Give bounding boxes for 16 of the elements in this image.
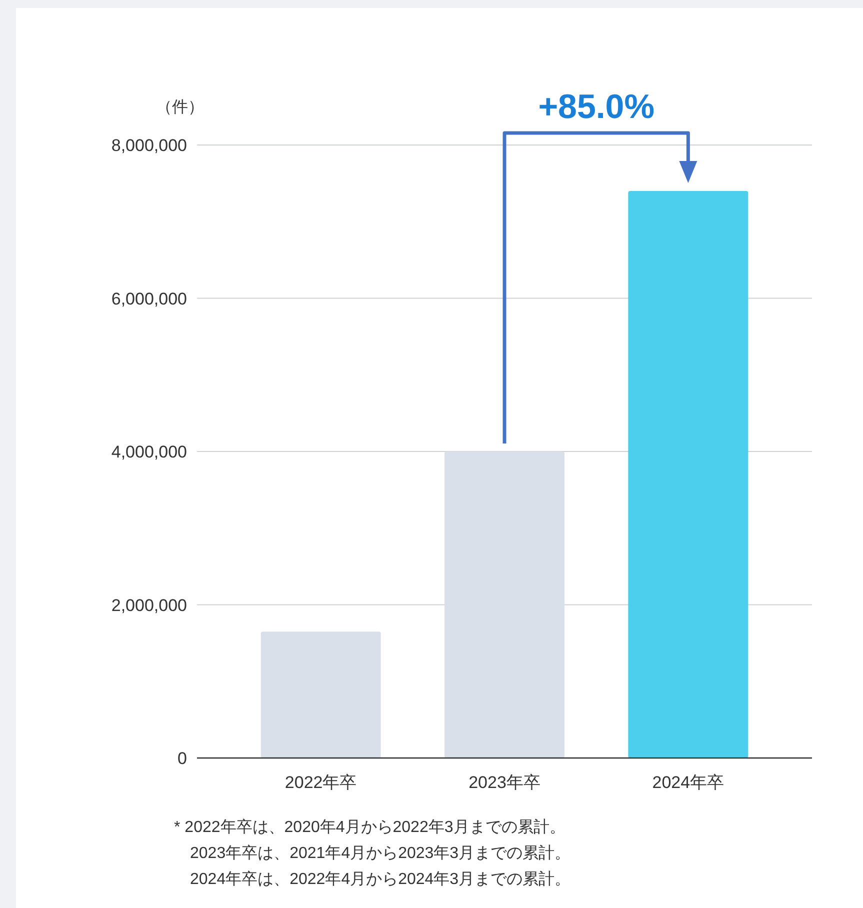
y-tick-label: 4,000,000 <box>111 442 187 462</box>
bar <box>444 452 564 758</box>
bar <box>628 190 748 758</box>
text: 2023年卒は、2021年4月から2023年3月までの累計。 <box>190 844 571 862</box>
y-tick-label: 2,000,000 <box>111 596 187 615</box>
x-tick-label: 2022年卒 <box>284 773 357 792</box>
x-tick-label: 2024年卒 <box>652 773 724 792</box>
text: * 2022年卒は、2020年4月から2022年3月までの累計。 <box>174 818 566 836</box>
y-tick-label: 0 <box>178 749 187 768</box>
text: +85.0% <box>538 88 654 126</box>
y-tick-label: 6,000,000 <box>111 289 187 308</box>
text: 2024年卒は、2022年4月から2024年3月までの累計。 <box>190 870 571 888</box>
bar <box>260 632 381 758</box>
x-tick-label: 2023年卒 <box>468 773 540 792</box>
y-axis-title: （件） <box>156 99 204 116</box>
y-tick-label: 8,000,000 <box>111 136 187 155</box>
